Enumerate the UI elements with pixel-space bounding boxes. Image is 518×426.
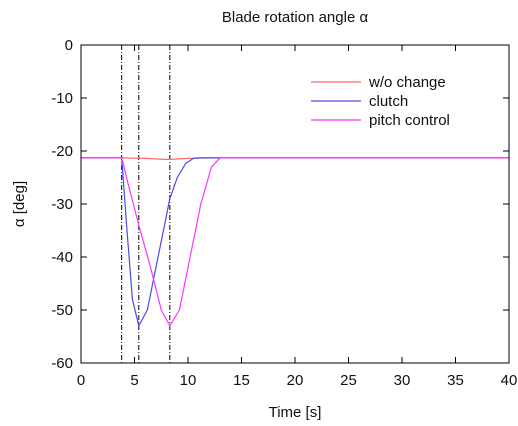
- series-line-clutch: [81, 157, 509, 327]
- x-tick-label: 40: [501, 372, 518, 389]
- y-tick-label: -60: [51, 355, 73, 372]
- y-axis-label: α [deg]: [11, 181, 28, 227]
- y-tick-label: -50: [51, 302, 73, 319]
- y-tick-label: -20: [51, 143, 73, 160]
- legend-label-w-o-change: w/o change: [368, 74, 446, 91]
- series-lines: [81, 157, 509, 327]
- x-tick-label: 10: [180, 372, 197, 389]
- y-tick-label: 0: [65, 37, 73, 54]
- y-tick-label: -10: [51, 90, 73, 107]
- axis-ticks: 0 5 10 15 20 25 30 35 40 0 -10 -20 -30 -40 -50 -60: [51, 37, 517, 389]
- plot-frame: [80, 44, 510, 364]
- y-tick-label: -30: [51, 196, 73, 213]
- chart-title: Blade rotation angle α: [222, 9, 369, 26]
- legend-label-pitch-control: pitch control: [369, 112, 450, 129]
- x-tick-label: 25: [340, 372, 357, 389]
- series-line-pitch-control: [81, 157, 509, 327]
- legend: w/o change clutch pitch control: [311, 74, 450, 129]
- x-tick-label: 30: [394, 372, 411, 389]
- x-tick-label: 20: [287, 372, 304, 389]
- x-tick-label: 35: [447, 372, 464, 389]
- x-axis-label: Time [s]: [269, 404, 322, 421]
- x-tick-label: 5: [130, 372, 138, 389]
- legend-label-clutch: clutch: [369, 93, 408, 110]
- x-tick-label: 0: [77, 372, 85, 389]
- x-tick-label: 15: [233, 372, 250, 389]
- y-tick-label: -40: [51, 249, 73, 266]
- marker-vlines: [121, 45, 171, 363]
